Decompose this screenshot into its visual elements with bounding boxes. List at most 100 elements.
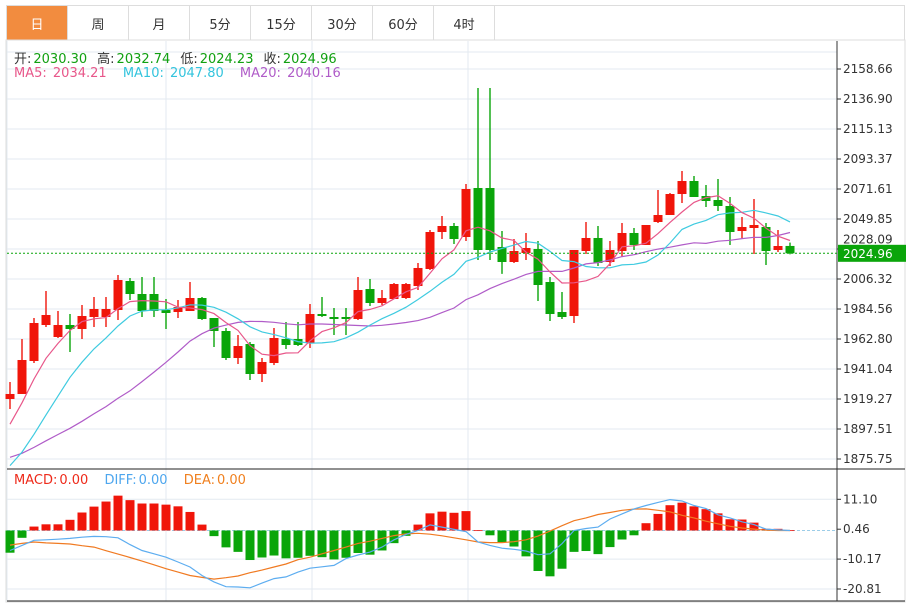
candle-up	[641, 224, 651, 245]
candle-down	[557, 292, 567, 319]
macd-tick-label: 0.46	[843, 522, 870, 536]
macd-bar-negative	[389, 530, 399, 544]
candle-up	[17, 338, 27, 394]
macd-bar-negative	[617, 530, 627, 540]
macd-bar-negative	[305, 530, 315, 556]
candle-up	[605, 240, 615, 266]
period-tabs: 日周月 5分 15分 30分 60分 4时	[6, 5, 905, 40]
dea-value: 0.00	[217, 473, 246, 488]
price-tick-label: 2093.37	[843, 152, 893, 166]
low-value: 2024.23	[199, 52, 254, 67]
candle-body	[641, 224, 651, 245]
candle-body	[341, 316, 351, 319]
price-tick-label: 2071.61	[843, 182, 893, 196]
candle-up	[257, 357, 267, 382]
candle-body	[713, 200, 723, 206]
price-tick-label: 1962.80	[843, 332, 893, 346]
candle-body	[521, 248, 531, 253]
tab-7[interactable]: 4时	[434, 6, 495, 40]
macd-bar-negative	[629, 530, 639, 536]
macd-bar-negative	[5, 530, 15, 553]
macd-bar-positive	[53, 524, 63, 531]
macd-bar-positive	[125, 500, 135, 531]
open-value: 2030.30	[33, 52, 88, 67]
diff-value: 0.00	[138, 473, 168, 488]
macd-bar-positive	[149, 503, 159, 531]
candle-body	[317, 314, 327, 317]
macd-bar-positive	[677, 502, 687, 531]
price-tick-label: 2115.13	[843, 122, 893, 136]
candle-body	[269, 338, 279, 363]
candle-body	[725, 205, 735, 232]
candle-body	[545, 282, 555, 315]
candle-up	[233, 335, 243, 365]
candle-down	[365, 279, 375, 307]
candle-body	[461, 189, 471, 238]
macd-bar-negative	[533, 530, 543, 571]
price-tick-label: 1919.27	[843, 392, 893, 406]
tab-1[interactable]: 周	[68, 6, 129, 40]
candle-body	[233, 346, 243, 358]
candle-up	[5, 381, 15, 410]
candle-body	[17, 359, 27, 394]
macd-label: MACD:	[14, 473, 58, 488]
candle-up	[101, 297, 111, 328]
candle-down	[785, 242, 795, 255]
candle-down	[473, 87, 483, 260]
macd-bar-positive	[653, 513, 663, 531]
macd-bar-positive	[29, 526, 39, 531]
candle-body	[5, 393, 15, 400]
candle-down	[65, 314, 75, 352]
candle-body	[77, 316, 87, 330]
tab-2[interactable]: 月	[129, 6, 190, 40]
price-tick-label: 2158.66	[843, 62, 893, 76]
candle-up	[89, 297, 99, 328]
macd-bar-negative	[209, 530, 219, 537]
candle-up	[41, 290, 51, 328]
dea-line	[9, 508, 790, 580]
candle-down	[221, 327, 231, 360]
candle-body	[125, 281, 135, 295]
macd-bar-negative	[269, 530, 279, 556]
candle-body	[65, 325, 75, 330]
candle-down	[449, 222, 459, 244]
open-label: 开:	[14, 52, 32, 67]
macd-bar-positive	[437, 511, 447, 531]
candle-body	[749, 224, 759, 228]
tab-5[interactable]: 30分	[312, 6, 373, 40]
macd-bar-negative	[245, 530, 255, 561]
macd-bar-negative	[365, 530, 375, 555]
macd-bar-negative	[581, 530, 591, 552]
dea-label: DEA:	[183, 473, 215, 488]
macd-bar-negative	[401, 530, 411, 536]
tab-6[interactable]: 60分	[373, 6, 434, 40]
macd-bar-positive	[449, 512, 459, 531]
tab-4[interactable]: 15分	[251, 6, 312, 40]
low-label: 低:	[180, 52, 198, 67]
candle-body	[89, 309, 99, 317]
tab-3[interactable]: 5分	[190, 6, 251, 40]
macd-bar-positive	[161, 504, 171, 531]
tab-0[interactable]: 日	[7, 6, 68, 40]
candle-body	[593, 237, 603, 264]
candle-body	[401, 284, 411, 299]
candle-down	[725, 196, 735, 245]
candle-up	[377, 290, 387, 306]
macd-bar-negative	[377, 530, 387, 551]
macd-bar-negative	[485, 530, 495, 536]
macd-bar-positive	[641, 523, 651, 531]
macd-bar-negative	[353, 530, 363, 553]
candle-body	[653, 215, 663, 223]
macd-bar-positive	[749, 522, 759, 531]
high-value: 2032.74	[116, 52, 171, 67]
macd-bar-positive	[101, 501, 111, 531]
candle-body	[41, 314, 51, 326]
candle-up	[401, 283, 411, 300]
candle-body	[413, 267, 423, 287]
candle-body	[149, 294, 159, 312]
macd-bar-positive	[737, 519, 747, 531]
candle-body	[485, 188, 495, 251]
ohlc-info: 开: 2030.30 高: 2032.74 低: 2024.23 收: 2024.96	[14, 48, 347, 67]
macd-bar-positive	[65, 519, 75, 531]
candle-down	[329, 308, 339, 336]
